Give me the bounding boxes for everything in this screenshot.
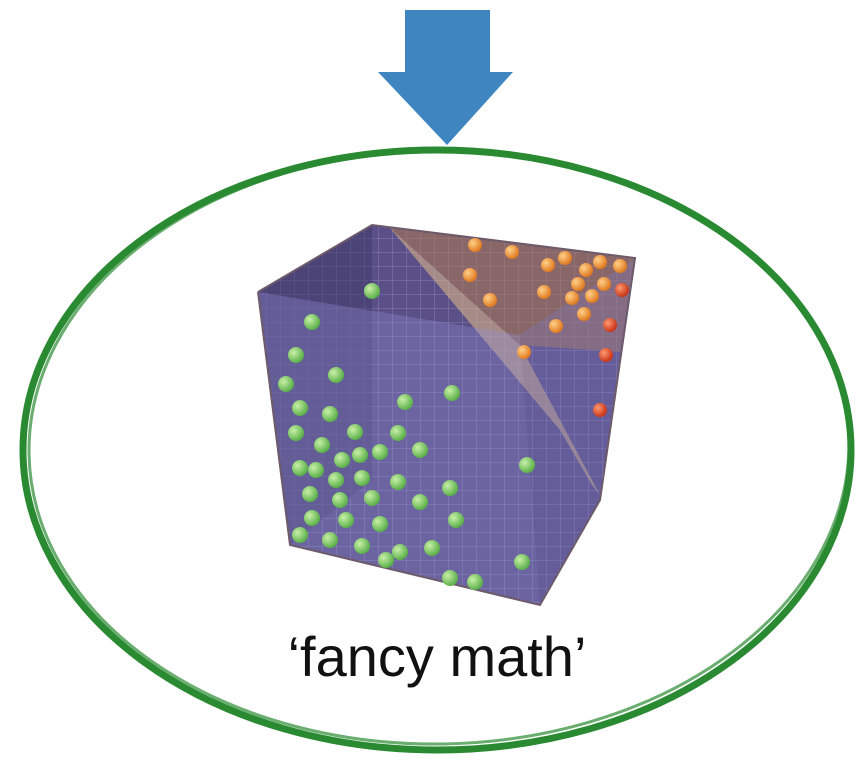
- caption: ‘fancy math’: [288, 625, 587, 688]
- orange-spheres: [463, 238, 627, 359]
- ellipse: [19, 146, 855, 754]
- green-spheres: [278, 283, 535, 590]
- cube: [257, 223, 637, 607]
- red-spheres: [593, 283, 629, 417]
- arrow: [378, 10, 513, 145]
